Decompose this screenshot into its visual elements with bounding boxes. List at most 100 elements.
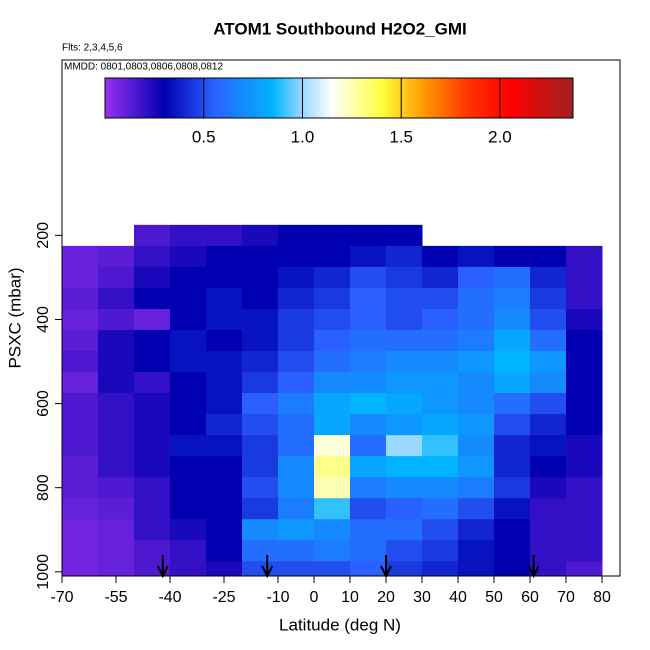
heatmap-cell — [62, 308, 99, 331]
heatmap-cell — [386, 477, 423, 499]
heatmap-cell — [314, 435, 351, 457]
heatmap-cell — [242, 266, 279, 289]
heatmap-cell — [206, 435, 243, 457]
heatmap-cell — [98, 329, 135, 352]
arrow — [156, 555, 169, 579]
heatmap-cell — [242, 351, 279, 373]
heatmap-cell — [206, 287, 243, 310]
heatmap-cell — [566, 561, 603, 577]
heatmap-cell — [314, 266, 351, 289]
heatmap-cell — [530, 435, 567, 457]
heatmap-cell — [98, 498, 135, 520]
arrow — [380, 555, 392, 579]
heatmap-cell — [98, 456, 135, 478]
heatmap-cell — [314, 245, 351, 268]
heatmap-cell — [494, 351, 531, 373]
heatmap-cell — [98, 308, 135, 331]
heatmap-cell — [530, 245, 567, 268]
colorbar-tick-label: 1.5 — [389, 127, 413, 146]
colorbar-tick-label: 2.0 — [488, 127, 512, 146]
heatmap-cell — [494, 477, 531, 499]
heatmap-cell — [422, 435, 459, 457]
heatmap-cell — [170, 498, 207, 520]
heatmap-cell — [386, 540, 423, 562]
heatmap-cell — [242, 519, 279, 541]
heatmap-cell — [62, 456, 99, 478]
heatmap-cell — [242, 498, 279, 520]
heatmap-cell — [278, 245, 315, 268]
heatmap-cell — [206, 519, 243, 541]
heatmap-cell — [134, 329, 171, 352]
heatmap-cell — [566, 372, 603, 394]
heatmap-cell — [386, 561, 423, 577]
heatmap-cell — [206, 561, 243, 577]
heatmap-cell — [170, 435, 207, 457]
heatmap-cell — [458, 329, 495, 352]
heatmap-cell — [458, 477, 495, 499]
heatmap-cell — [494, 329, 531, 352]
heatmap-cell — [62, 245, 99, 268]
heatmap-cell — [422, 561, 459, 577]
heatmap-cell — [278, 266, 315, 289]
heatmap-cell — [350, 329, 387, 352]
heatmap-cell — [134, 224, 171, 247]
heatmap-cell — [62, 561, 99, 577]
heatmap-cell — [98, 351, 135, 373]
heatmap-cell — [134, 477, 171, 499]
heatmap-cell — [98, 519, 135, 541]
x-axis-label: Latitude (deg N) — [279, 615, 401, 634]
heatmap-cell — [278, 329, 315, 352]
heatmap-cell — [386, 351, 423, 373]
heatmap-cell — [530, 393, 567, 415]
heatmap-cell — [278, 456, 315, 478]
heatmap-cell — [494, 414, 531, 436]
heatmap-cell — [242, 561, 279, 577]
heatmap-cell — [422, 266, 459, 289]
annotation: MMDD: 0801,0803,0806,0808,0812 — [64, 62, 223, 73]
heatmap-cell — [494, 245, 531, 268]
heatmap-cell — [350, 372, 387, 394]
colorbar-tick-label: 0.5 — [192, 127, 216, 146]
heatmap-cell — [530, 561, 567, 577]
heatmap-cell — [134, 540, 171, 562]
heatmap-cell — [350, 351, 387, 373]
arrow-head — [261, 565, 274, 579]
heatmap-cell — [314, 224, 351, 247]
heatmap-cell — [170, 561, 207, 577]
heatmap-cell — [98, 393, 135, 415]
heatmap-cell — [242, 329, 279, 352]
x-tick-label: 60 — [521, 589, 539, 606]
heatmap-cell — [242, 372, 279, 394]
heatmap-cell — [134, 308, 171, 331]
heatmap-cell — [422, 372, 459, 394]
arrow-head — [527, 565, 540, 579]
heatmap-cell — [314, 498, 351, 520]
plot-frame — [61, 59, 621, 577]
heatmap-cell — [314, 308, 351, 331]
heatmap-cell — [422, 287, 459, 310]
heatmap-cell — [386, 287, 423, 310]
heatmap-cell — [566, 414, 603, 436]
heatmap-cell — [566, 498, 603, 520]
heatmap-cell — [278, 351, 315, 373]
heatmap-cell — [170, 266, 207, 289]
heatmap-cell — [242, 245, 279, 268]
heatmap-cell — [170, 308, 207, 331]
heatmap-cell — [206, 477, 243, 499]
heatmap-cell — [566, 540, 603, 562]
heatmap-cell — [98, 287, 135, 310]
heatmap-cell — [350, 435, 387, 457]
heatmap-cell — [134, 456, 171, 478]
heatmap-cell — [98, 435, 135, 457]
x-tick-label: 70 — [557, 589, 575, 606]
heatmap-cell — [566, 519, 603, 541]
heatmap-cell — [314, 393, 351, 415]
heatmap-cell — [386, 498, 423, 520]
heatmap-cell — [494, 498, 531, 520]
heatmap-cell — [350, 540, 387, 562]
heatmap-cell — [458, 266, 495, 289]
heatmap-cell — [350, 245, 387, 268]
heatmap-cell — [458, 351, 495, 373]
heatmap-cell — [350, 287, 387, 310]
